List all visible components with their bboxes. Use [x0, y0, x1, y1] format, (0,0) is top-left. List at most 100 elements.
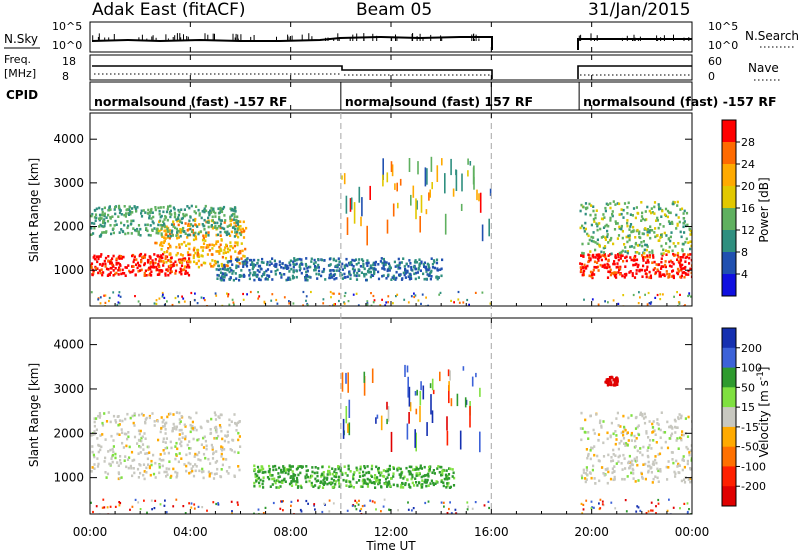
- echo-noise: [659, 298, 662, 301]
- echo-cell: [173, 211, 176, 215]
- echo-cell: [423, 465, 426, 469]
- echo-streak: [430, 394, 432, 415]
- echo-cell: [164, 274, 167, 277]
- colorbar-swatch: [722, 164, 736, 187]
- echo-cell: [139, 269, 142, 272]
- echo-streak: [429, 383, 432, 389]
- echo-cell: [237, 265, 240, 268]
- echo-cell: [615, 438, 618, 441]
- echo-streak: [406, 365, 409, 373]
- echo-cell: [613, 380, 616, 384]
- echo-cell: [678, 471, 681, 475]
- echo-cell: [630, 439, 633, 442]
- echo-cell: [666, 272, 669, 276]
- echo-cell: [104, 456, 107, 460]
- echo-cell: [153, 424, 156, 427]
- echo-cell: [177, 230, 180, 233]
- echo-noise: [314, 508, 316, 511]
- colorbar-swatch: [722, 446, 736, 467]
- echo-cell: [623, 442, 626, 445]
- echo-cell: [374, 268, 377, 271]
- echo-cell: [614, 454, 617, 457]
- echo-cell: [262, 479, 265, 483]
- echo-cell: [100, 213, 103, 217]
- echo-cell: [195, 205, 198, 208]
- echo-cell: [220, 262, 223, 266]
- echo-cell: [592, 464, 595, 468]
- echo-cell: [605, 379, 609, 383]
- echo-cell: [676, 251, 680, 255]
- echo-cell: [187, 461, 190, 465]
- echo-cell: [603, 474, 606, 477]
- xtick-label: 20:00: [574, 525, 609, 539]
- echo-cell: [684, 265, 687, 269]
- echo-streak: [399, 178, 402, 186]
- echo-cell: [185, 265, 188, 269]
- echo-cell: [208, 474, 211, 478]
- echo-cell: [220, 445, 223, 448]
- echo-cell: [180, 228, 183, 232]
- echo-cell: [398, 261, 401, 265]
- echo-cell: [363, 478, 366, 482]
- echo-cell: [306, 269, 309, 273]
- echo-cell: [671, 249, 674, 253]
- echo-cell: [582, 255, 585, 258]
- echo-cell: [136, 266, 139, 270]
- echo-noise: [387, 295, 390, 298]
- echo-cell: [296, 479, 299, 482]
- echo-cell: [631, 274, 634, 278]
- echo-cell: [595, 222, 598, 225]
- echo-noise: [215, 502, 218, 506]
- echo-cell: [112, 227, 115, 230]
- echo-cell: [681, 248, 684, 251]
- echo-noise: [379, 304, 382, 306]
- echo-noise: [338, 299, 340, 303]
- echo-cell: [609, 216, 612, 220]
- echo-cell: [164, 428, 167, 431]
- echo-cell: [226, 247, 230, 251]
- echo-cell: [606, 481, 609, 485]
- echo-cell: [581, 273, 584, 277]
- echo-cell: [196, 253, 199, 257]
- echo-cell: [277, 486, 280, 489]
- echo-noise: [90, 501, 92, 504]
- echo-cell: [322, 483, 326, 486]
- echo-cell: [341, 471, 344, 475]
- echo-cell: [108, 272, 111, 276]
- echo-noise: [610, 501, 613, 504]
- echo-streak: [419, 391, 422, 406]
- echo-cell: [594, 248, 597, 252]
- echo-cell: [584, 477, 587, 480]
- echo-cell: [263, 273, 266, 276]
- echo-cell: [150, 270, 153, 274]
- echo-noise: [457, 290, 460, 294]
- nsky-panel: N.Sky 10^5 10^0 10^5 10^0 N.Search: [4, 20, 799, 53]
- echo-cell: [378, 478, 381, 482]
- echo-cell: [176, 231, 179, 234]
- echo-cell: [585, 469, 589, 472]
- echo-cell: [305, 480, 308, 484]
- echo-cell: [220, 452, 223, 456]
- echo-cell: [229, 276, 232, 280]
- echo-cell: [146, 212, 149, 215]
- echo-cell: [97, 450, 100, 454]
- echo-cell: [148, 451, 151, 454]
- echo-cell: [104, 256, 108, 260]
- echo-cell: [616, 383, 619, 386]
- echo-streak: [363, 371, 366, 383]
- echo-cell: [139, 227, 142, 231]
- echo-cell: [587, 454, 590, 457]
- echo-cell: [204, 456, 207, 460]
- echo-noise: [357, 304, 360, 306]
- echo-cell: [93, 417, 96, 420]
- echo-streak: [469, 406, 471, 428]
- echo-cell: [218, 424, 222, 427]
- echo-cell: [409, 274, 412, 278]
- echo-cell: [158, 212, 161, 216]
- echo-cell: [220, 249, 223, 252]
- echo-noise: [467, 505, 470, 508]
- colorbar-swatch: [722, 142, 736, 165]
- echo-cell: [630, 433, 633, 437]
- echo-cell: [586, 456, 589, 460]
